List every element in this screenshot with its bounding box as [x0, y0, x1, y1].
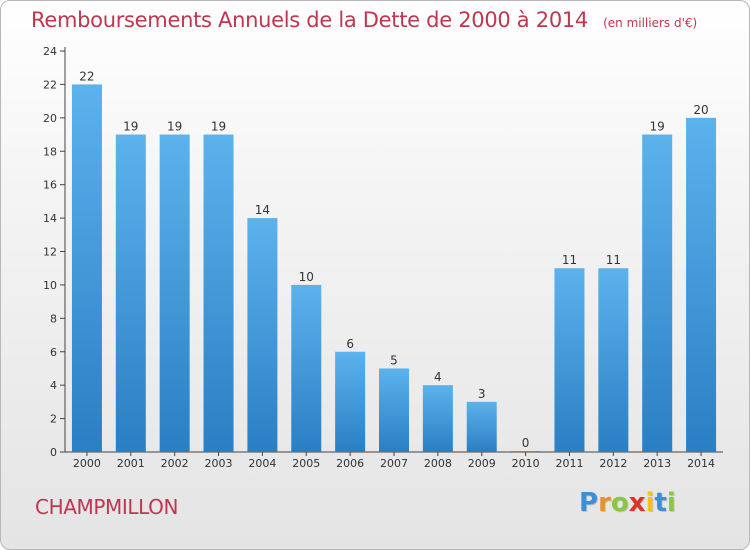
y-tick-label: 4 [50, 379, 57, 392]
value-label-2014: 20 [693, 103, 708, 117]
y-tick-label: 22 [43, 78, 57, 91]
x-tick-label-2002: 2002 [161, 457, 189, 470]
chart-data-labels: 22 19 19 19 14 10 6 5 4 3 0 11 11 19 20 [79, 69, 708, 450]
x-tick-label-2014: 2014 [687, 457, 715, 470]
y-tick-label: 8 [50, 312, 57, 325]
y-tick-label: 10 [43, 279, 57, 292]
value-label-2001: 19 [123, 120, 138, 134]
x-tick-label-2009: 2009 [468, 457, 496, 470]
y-tick-label: 0 [50, 446, 57, 459]
value-label-2008: 4 [434, 370, 442, 384]
value-label-2010: 0 [522, 436, 530, 450]
bar-2007 [379, 368, 409, 452]
proxiti-logo-letter: t [654, 488, 667, 518]
bar-2004 [247, 218, 278, 452]
x-tick-label-2013: 2013 [643, 457, 671, 470]
x-tick-label-2007: 2007 [380, 457, 408, 470]
bar-2013 [642, 134, 673, 452]
x-tick-label-2010: 2010 [512, 457, 540, 470]
proxiti-logo-letter: r [598, 488, 611, 518]
x-tick-label-2005: 2005 [292, 457, 320, 470]
bar-2002 [159, 134, 190, 452]
y-tick-label: 14 [43, 212, 57, 225]
proxiti-logo-letter: i [645, 488, 655, 518]
chart-title-line: Remboursements Annuels de la Dette de 20… [31, 8, 697, 32]
proxiti-logo-letter: P [579, 488, 599, 518]
bar-2012 [598, 268, 629, 452]
x-tick-label-2001: 2001 [117, 457, 145, 470]
x-tick-label-2004: 2004 [248, 457, 276, 470]
proxiti-logo-letter: o [610, 488, 629, 518]
value-label-2004: 14 [255, 203, 270, 217]
value-label-2006: 6 [346, 337, 354, 351]
proxiti-logo-letter: i [666, 488, 676, 518]
bar-2014 [686, 117, 717, 452]
value-label-2013: 19 [650, 120, 665, 134]
y-tick-label: 2 [50, 413, 57, 426]
x-tick-label-2011: 2011 [555, 457, 583, 470]
x-tick-label-2006: 2006 [336, 457, 364, 470]
bar-2006 [335, 351, 366, 452]
y-tick-label: 20 [43, 112, 57, 125]
bar-2001 [115, 134, 146, 452]
y-tick-label: 24 [43, 45, 57, 58]
bar-2010 [510, 451, 541, 452]
commune-name: CHAMPMILLON [35, 495, 179, 519]
x-tick-label-2008: 2008 [424, 457, 452, 470]
y-tick-label: 18 [43, 145, 57, 158]
y-tick-label: 6 [50, 346, 57, 359]
value-label-2007: 5 [390, 353, 398, 367]
x-tick-label-2000: 2000 [73, 457, 101, 470]
bar-2005 [291, 284, 322, 452]
value-label-2002: 19 [167, 120, 182, 134]
proxiti-logo-letter: x [628, 488, 646, 518]
x-tick-label-2003: 2003 [205, 457, 233, 470]
chart-bars [71, 84, 717, 453]
bar-2003 [203, 134, 234, 452]
y-tick-label: 12 [43, 246, 57, 259]
bar-2009 [466, 401, 497, 452]
value-label-2012: 11 [606, 253, 621, 267]
chart-title: Remboursements Annuels de la Dette de 20… [31, 8, 588, 32]
value-label-2005: 10 [299, 270, 314, 284]
y-tick-label: 16 [43, 179, 57, 192]
proxiti-logo: Proxiti [579, 488, 676, 518]
bar-2011 [554, 268, 585, 452]
bar-2000 [71, 84, 102, 453]
x-tick-label-2012: 2012 [599, 457, 627, 470]
value-label-2011: 11 [562, 253, 577, 267]
value-label-2009: 3 [478, 387, 486, 401]
chart-subtitle: (en milliers d'€) [603, 16, 698, 30]
value-label-2000: 22 [79, 69, 94, 83]
bar-2008 [422, 385, 453, 452]
value-label-2003: 19 [211, 120, 226, 134]
